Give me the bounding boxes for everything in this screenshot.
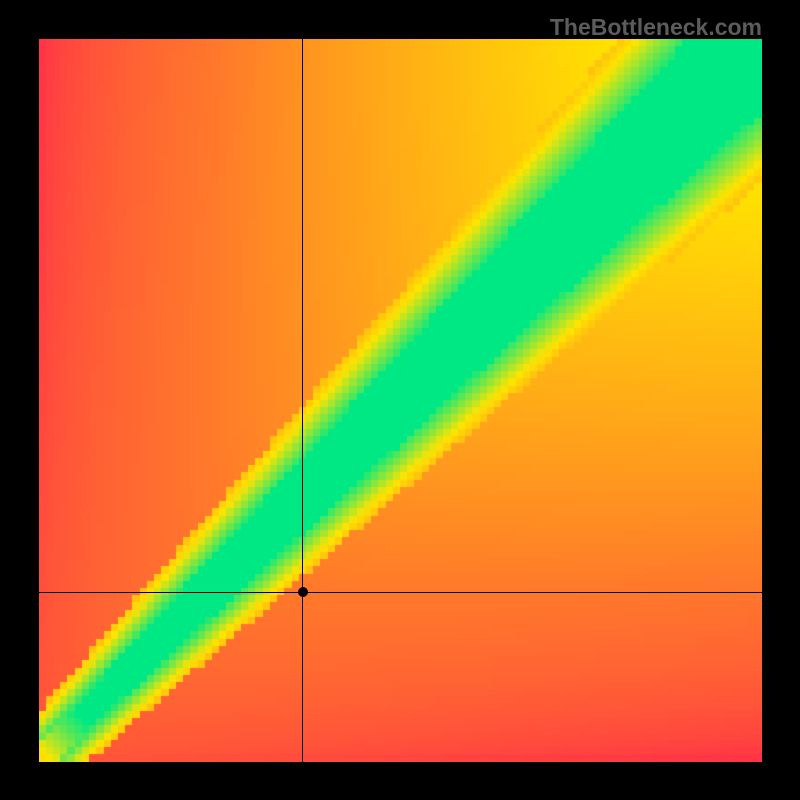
bottleneck-heatmap xyxy=(39,39,762,762)
crosshair-vertical xyxy=(302,39,303,762)
crosshair-horizontal xyxy=(39,592,762,593)
selected-point-marker xyxy=(298,587,308,597)
watermark-text: TheBottleneck.com xyxy=(550,14,762,41)
chart-container: { "watermark": { "text": "TheBottleneck.… xyxy=(0,0,800,800)
